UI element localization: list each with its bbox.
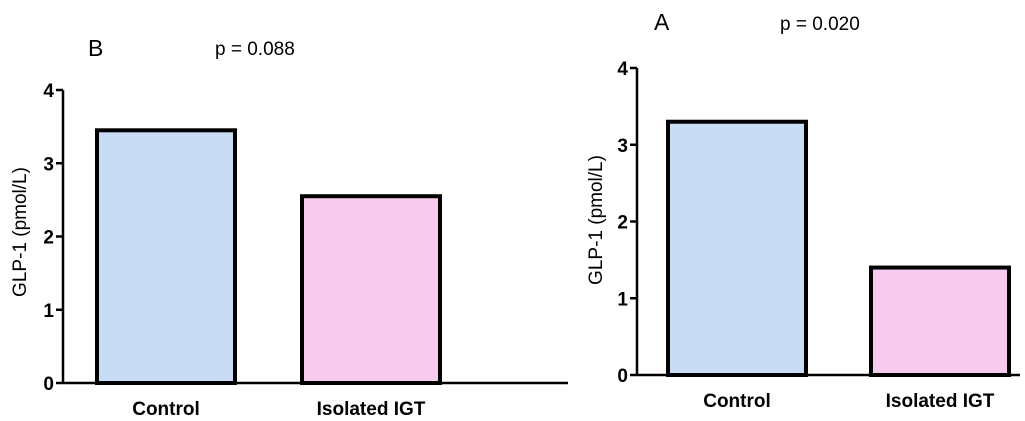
chart-panel-a: A p = 0.020 GLP-1 (pmol/L) 0 1 2 3 4 Control… [586, 9, 1020, 412]
y-ticks: 0 1 2 3 4 [617, 59, 637, 387]
y-tick-label: 3 [43, 154, 54, 175]
y-tick-label: 3 [617, 136, 628, 157]
panel-letter: A [654, 9, 670, 35]
bar-isolated-igt [869, 265, 1011, 377]
bar-isolated-igt [300, 194, 442, 385]
y-tick-label: 0 [43, 374, 54, 395]
y-ticks: 0 1 2 3 4 [43, 81, 63, 395]
y-axis-label: GLP-1 (pmol/L) [10, 167, 31, 297]
y-tick-label: 1 [617, 289, 628, 310]
y-tick-label: 1 [43, 301, 54, 322]
x-categories: Control Isolated IGT [703, 391, 995, 412]
bars [666, 119, 1011, 377]
p-value-annotation: p = 0.088 [215, 39, 295, 60]
y-tick-label: 4 [43, 81, 54, 102]
chart-panel-b: B p = 0.088 GLP-1 (pmol/L) 0 1 2 3 4 Control… [10, 35, 568, 420]
y-tick-label: 0 [617, 366, 628, 387]
bar-control [95, 128, 237, 385]
x-category-label: Isolated IGT [886, 391, 995, 412]
x-category-label: Isolated IGT [317, 399, 426, 420]
x-category-label: Control [703, 391, 771, 412]
bar-control [666, 119, 808, 377]
panel-letter: B [88, 35, 103, 61]
x-categories: Control Isolated IGT [132, 399, 426, 420]
y-axis-label: GLP-1 (pmol/L) [586, 155, 607, 285]
y-tick-label: 2 [617, 213, 628, 234]
y-tick-label: 4 [617, 59, 628, 80]
y-tick-label: 2 [43, 228, 54, 249]
x-category-label: Control [132, 399, 200, 420]
p-value-annotation: p = 0.020 [780, 14, 860, 35]
bars [95, 128, 442, 385]
